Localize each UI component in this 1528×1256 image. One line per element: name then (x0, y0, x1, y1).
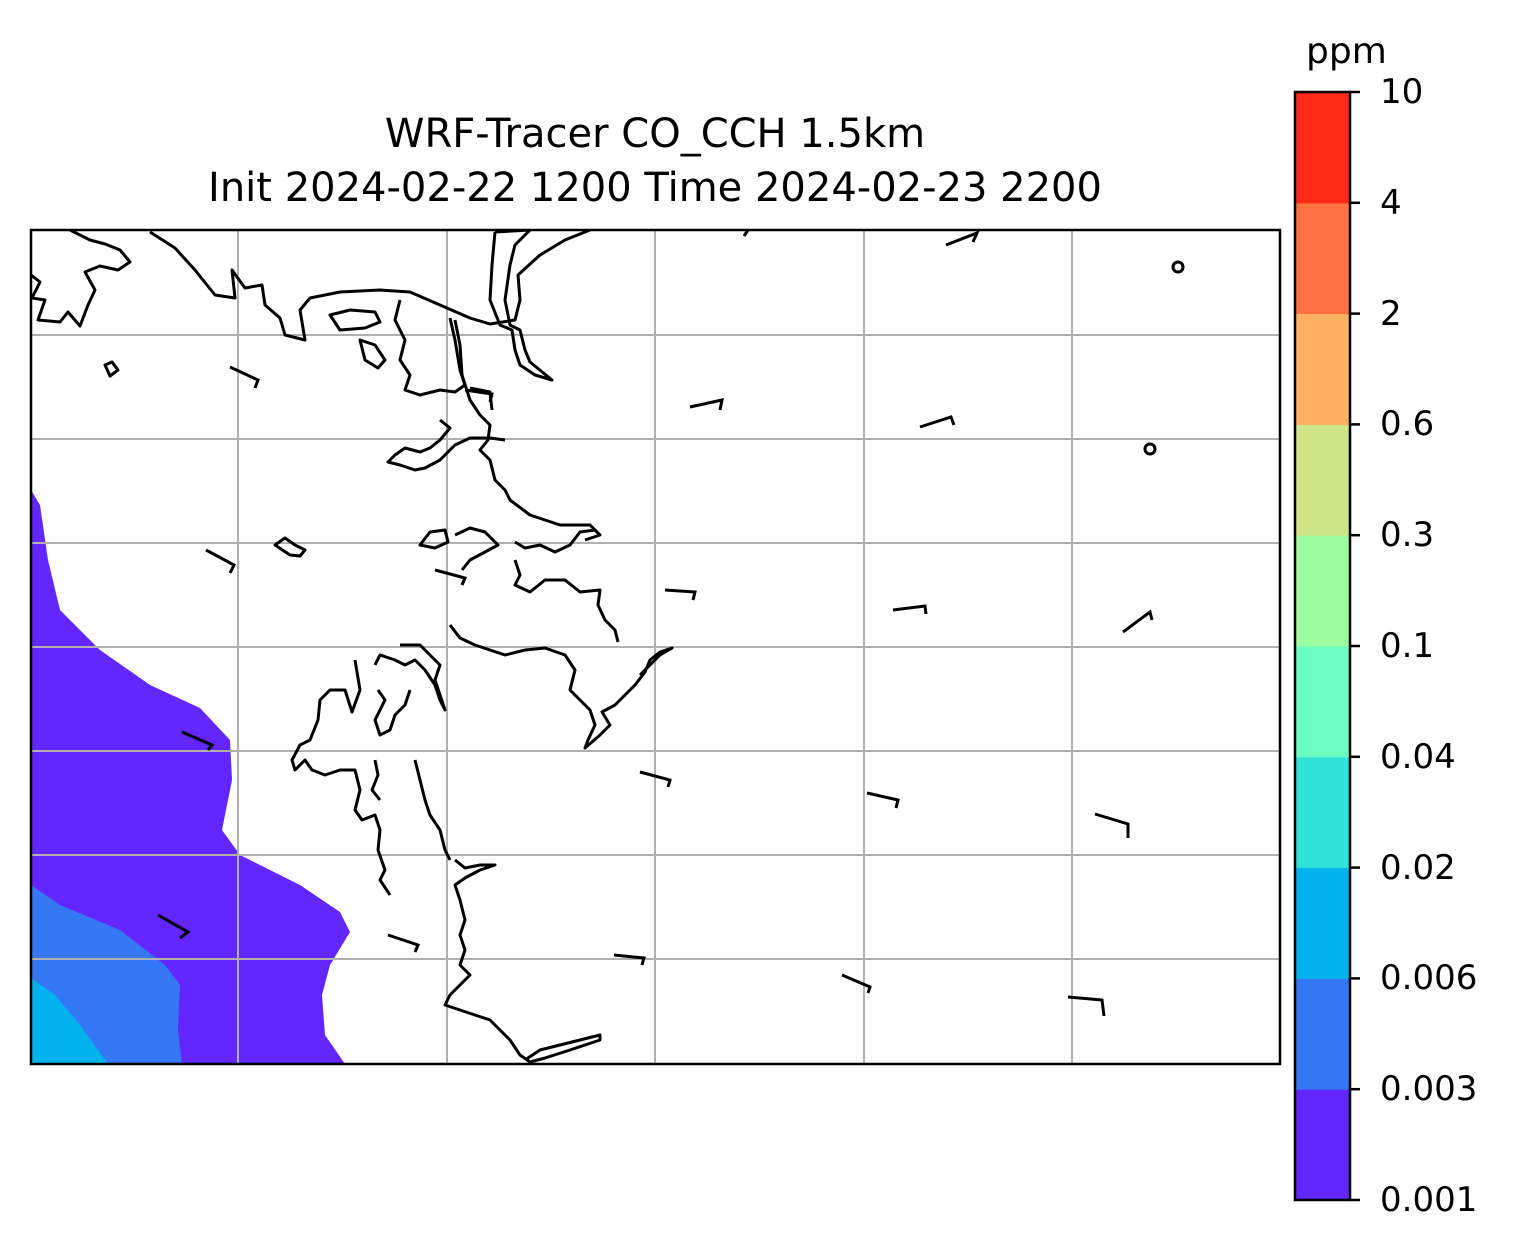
colorbar-tick-label: 0.02 (1380, 847, 1456, 888)
contour-region-level-3 (31, 978, 108, 1064)
contour-region-level-1 (31, 490, 350, 1064)
colorbar-band (1295, 1089, 1350, 1201)
colorbar-tick-label: 4 (1380, 182, 1402, 223)
colorbar-band (1295, 978, 1350, 1090)
colorbar-tick-label: 0.3 (1380, 515, 1435, 556)
colorbar-tick-label: 0.04 (1380, 736, 1456, 777)
colorbar-band (1295, 92, 1350, 204)
colorbar-band (1295, 867, 1350, 979)
chart-title-line1: WRF-Tracer CO_CCH 1.5km (384, 111, 926, 157)
coastline-icon (31, 230, 1185, 1064)
gridlines (31, 230, 1280, 1064)
colorbar-band (1295, 646, 1350, 758)
map-frame (29, 228, 1282, 1066)
colorbar-tick-label: 10 (1380, 72, 1424, 112)
colorbar-band (1295, 313, 1350, 425)
colorbar-tick-label: 0.003 (1380, 1069, 1478, 1110)
colorbar-band (1295, 756, 1350, 869)
colorbar-band (1295, 424, 1350, 536)
colorbar-tick-label: 0.006 (1380, 958, 1478, 999)
colorbar-tick-label: 2 (1380, 293, 1402, 334)
colorbar-unit-label: ppm (1306, 31, 1387, 72)
wind-barb-icon (157, 230, 1154, 1017)
chart-title-line2: Init 2024-02-22 1200 Time 2024-02-23 220… (208, 165, 1102, 211)
colorbar-tick-label: 0.1 (1380, 626, 1435, 666)
colorbar-tick-label: 0.001 (1380, 1180, 1478, 1220)
colorbar-band (1295, 535, 1350, 647)
colorbar-tick-label: 0.6 (1380, 404, 1435, 445)
colorbar-band (1295, 202, 1350, 315)
